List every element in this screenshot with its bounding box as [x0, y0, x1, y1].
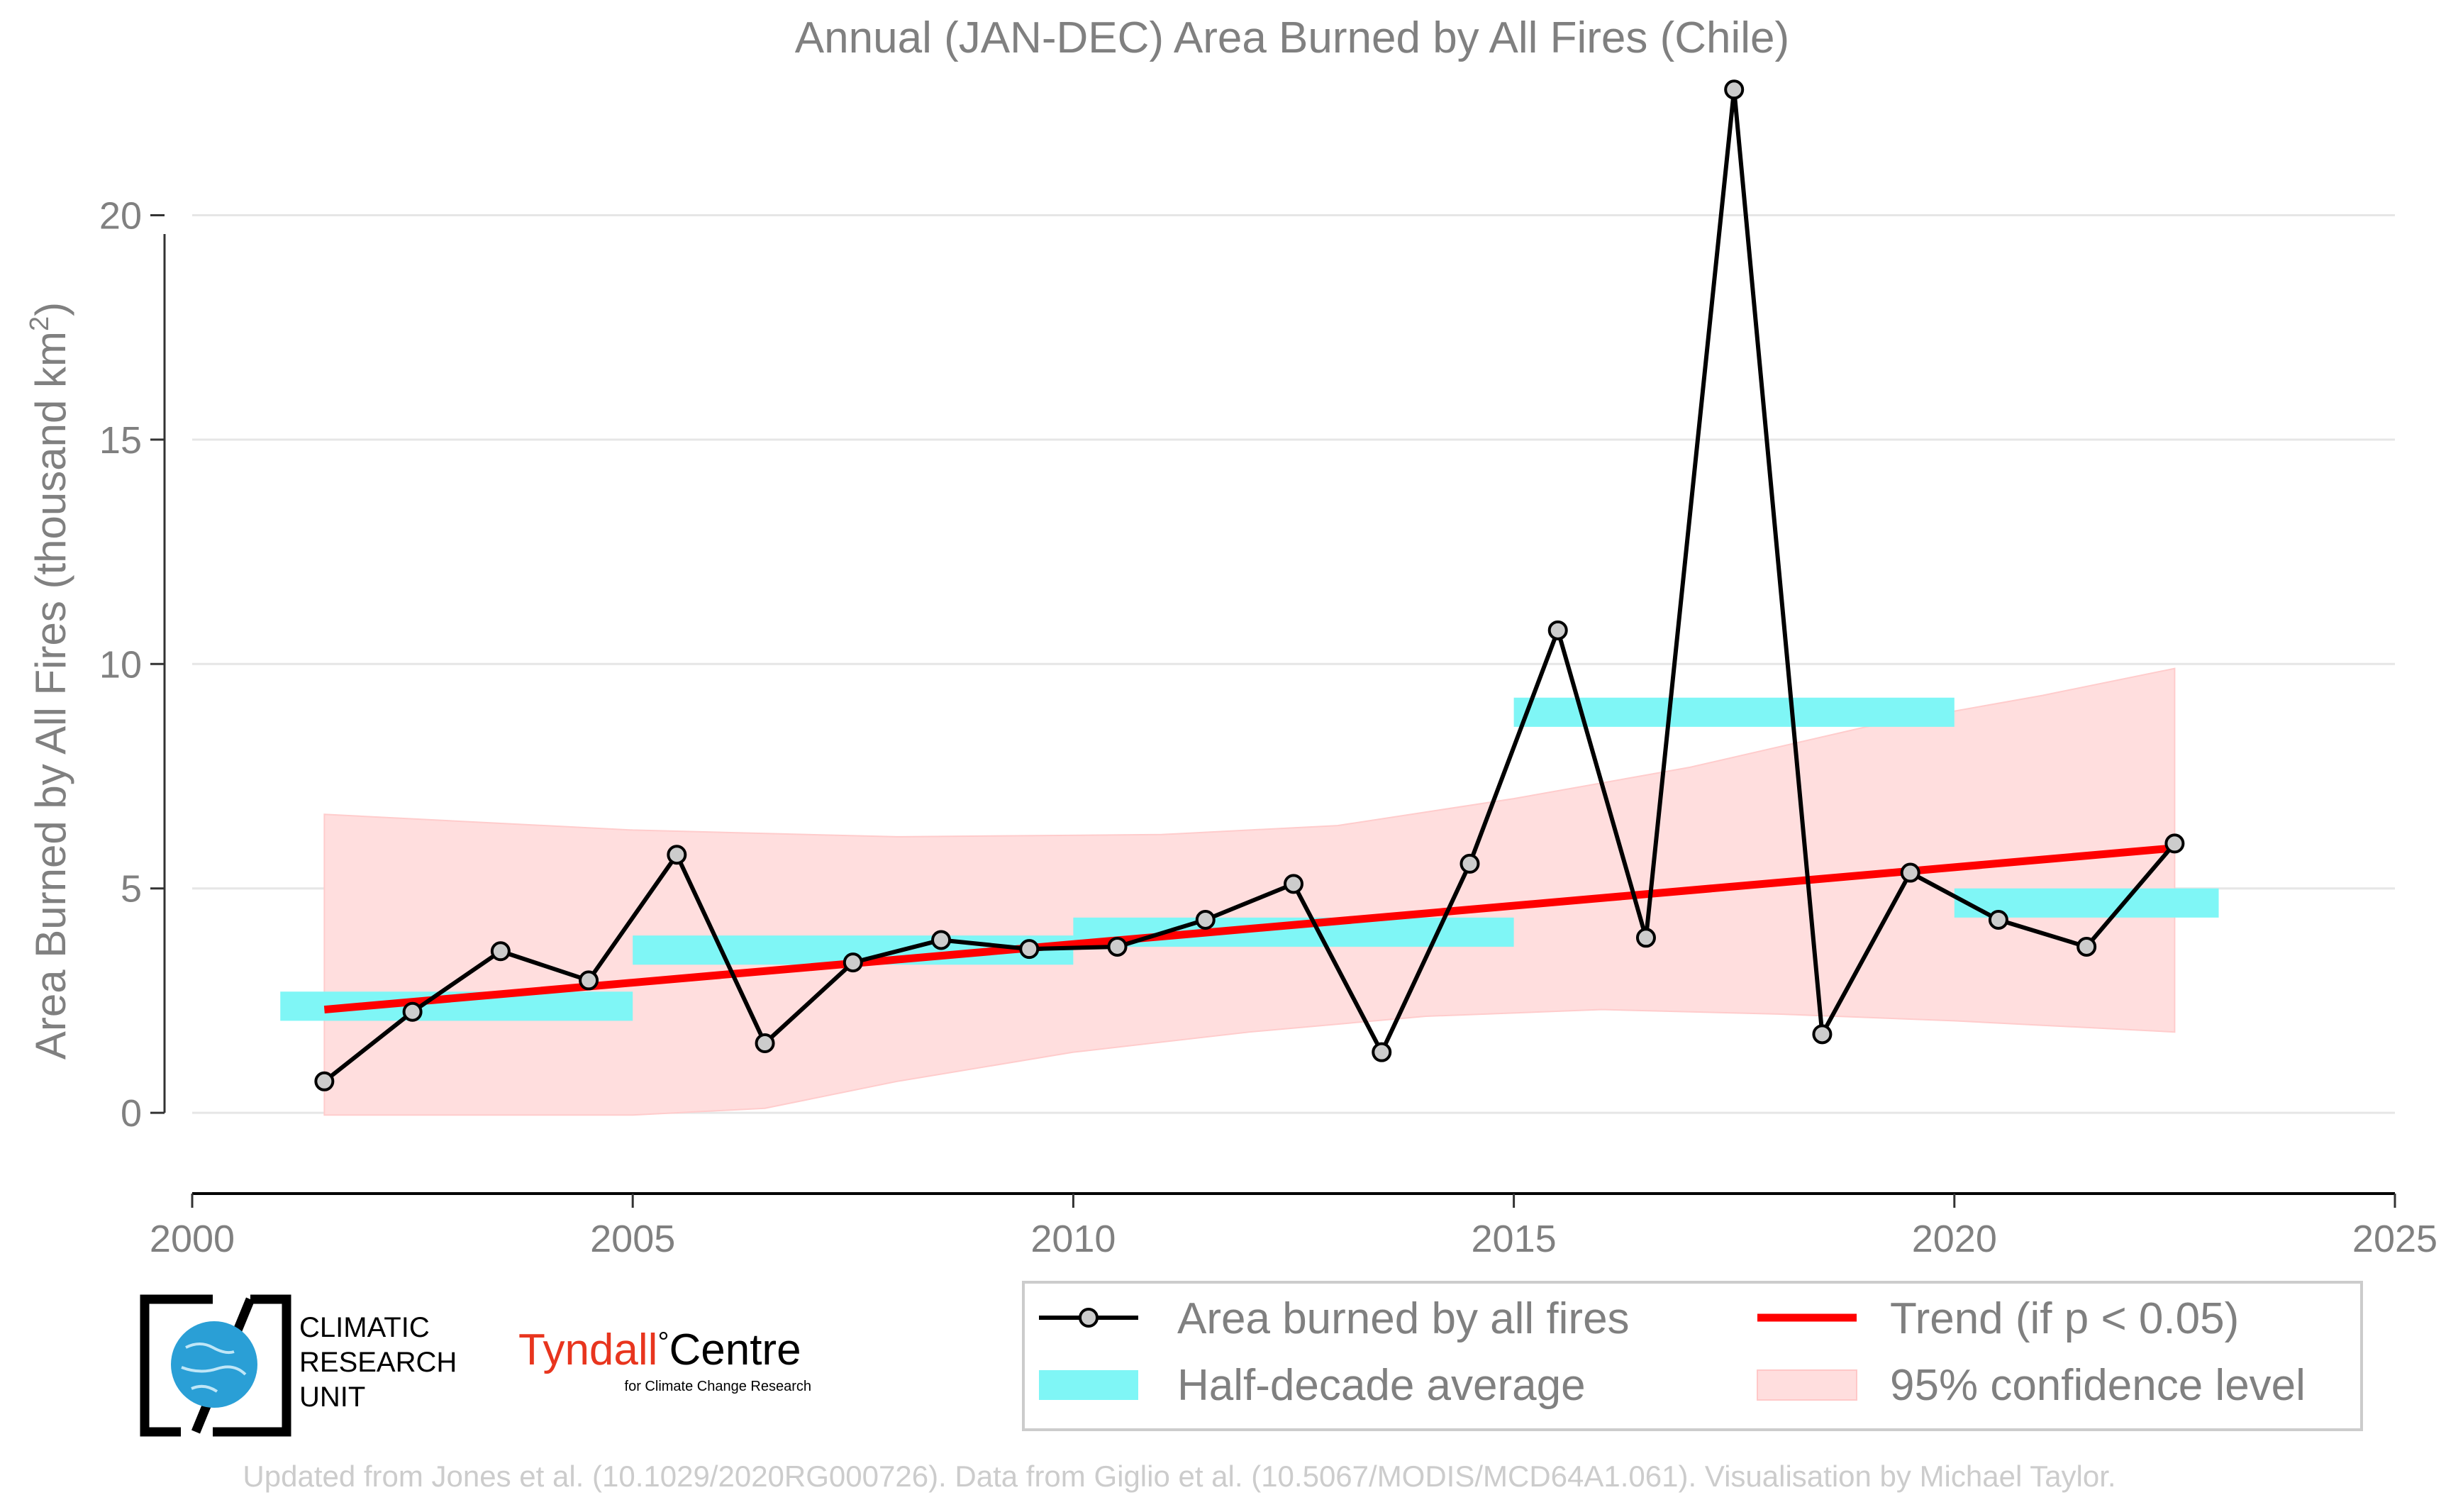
series-layer	[314, 79, 2185, 1091]
data-point-15	[1635, 928, 1656, 948]
globe-icon	[171, 1321, 257, 1408]
y-axis-label-close: )	[27, 302, 74, 316]
legend: Area burned by all fires Trend (if p < 0…	[1022, 1281, 2363, 1431]
globe-icon-continents	[181, 1343, 247, 1393]
legend-label-trend: Trend (if p < 0.05)	[1890, 1294, 2239, 1343]
data-point-7	[931, 930, 952, 950]
x-tick-label-2005: 2005	[590, 1218, 675, 1260]
y-axis-label: Area Burned by All Fires (thousand km2)	[25, 302, 74, 1060]
tyndall-logo-subtitle: for Climate Change Research	[625, 1379, 811, 1394]
data-point-12	[1372, 1042, 1392, 1062]
data-point-4	[667, 845, 687, 865]
half-decade-bar-3	[1513, 697, 1955, 727]
data-point-19	[1988, 909, 2008, 930]
data-point-8	[1019, 939, 1040, 960]
chart-title: Annual (JAN-DEC) Area Burned by All Fire…	[795, 13, 1789, 62]
y-axis-label-main: Area Burned by All Fires (thousand km	[27, 331, 74, 1060]
data-point-14	[1547, 620, 1568, 640]
y-tick-label-20: 20	[99, 194, 142, 237]
y-axis-label-text: Area Burned by All Fires (thousand km2)	[25, 302, 74, 1060]
confidence-band	[323, 667, 2176, 1116]
data-point-13	[1460, 853, 1480, 874]
y-tick-label-15: 15	[99, 419, 142, 462]
half-decade-layer	[280, 697, 2219, 1021]
x-tick-label-2015: 2015	[1472, 1218, 1557, 1260]
area-burned-line	[323, 87, 2176, 1084]
tyndall-logo-name: Tyndall	[518, 1325, 657, 1374]
trend-line	[323, 844, 2175, 1014]
cru-logo-text-2: RESEARCH	[299, 1347, 457, 1378]
trend-layer	[323, 844, 2175, 1014]
data-point-11	[1284, 874, 1303, 894]
legend-swatch-half-decade	[1039, 1370, 1138, 1400]
cru-logo-text-1: CLIMATIC	[299, 1312, 430, 1343]
legend-label-area-burned: Area burned by all fires	[1177, 1294, 1630, 1343]
tyndall-logo-degree: °	[657, 1327, 669, 1358]
data-point-18	[1900, 862, 1920, 883]
data-point-1	[402, 1001, 423, 1022]
tyndall-logo: Tyndall°Centre for Climate Change Resear…	[518, 1325, 811, 1394]
legend-marker-area-burned	[1079, 1308, 1099, 1328]
data-point-5	[755, 1033, 775, 1054]
legend-label-half-decade: Half-decade average	[1177, 1361, 1586, 1410]
x-tick-label-2025: 2025	[2352, 1218, 2437, 1260]
axes: 0 5 10 15 20 2000 2005 2010 2015 2020 2025	[99, 194, 2437, 1260]
cru-logo-text-3: UNIT	[299, 1382, 365, 1413]
y-tick-label-10: 10	[99, 643, 142, 686]
confidence-band-layer	[323, 667, 2176, 1116]
tyndall-logo-wordmark: Tyndall°Centre	[518, 1325, 801, 1374]
y-tick-label-0: 0	[121, 1092, 142, 1135]
footer-credits: Updated from Jones et al. (10.1029/2020R…	[243, 1460, 2115, 1493]
x-tick-label-2020: 2020	[1912, 1218, 1997, 1260]
data-point-3	[579, 970, 599, 991]
data-point-16	[1724, 79, 1745, 100]
data-point-10	[1195, 909, 1216, 930]
legend-label-confidence: 95% confidence level	[1890, 1361, 2306, 1410]
cru-logo: CLIMATIC RESEARCH UNIT	[140, 1294, 457, 1437]
data-point-17	[1812, 1024, 1833, 1045]
data-point-20	[2076, 936, 2097, 957]
cru-logo-frame	[140, 1294, 291, 1437]
data-point-2	[490, 941, 511, 962]
x-tick-label-2000: 2000	[150, 1218, 235, 1260]
legend-frame	[1022, 1281, 2363, 1431]
y-axis-label-superscript: 2	[25, 316, 55, 331]
tyndall-logo-centre: Centre	[669, 1325, 801, 1374]
x-tick-label-2010: 2010	[1030, 1218, 1116, 1260]
data-point-9	[1107, 936, 1128, 957]
y-tick-label-5: 5	[121, 868, 142, 911]
data-point-21	[2164, 833, 2185, 854]
data-point-6	[843, 952, 863, 973]
data-point-0	[314, 1071, 335, 1091]
legend-swatch-confidence	[1757, 1369, 1857, 1401]
